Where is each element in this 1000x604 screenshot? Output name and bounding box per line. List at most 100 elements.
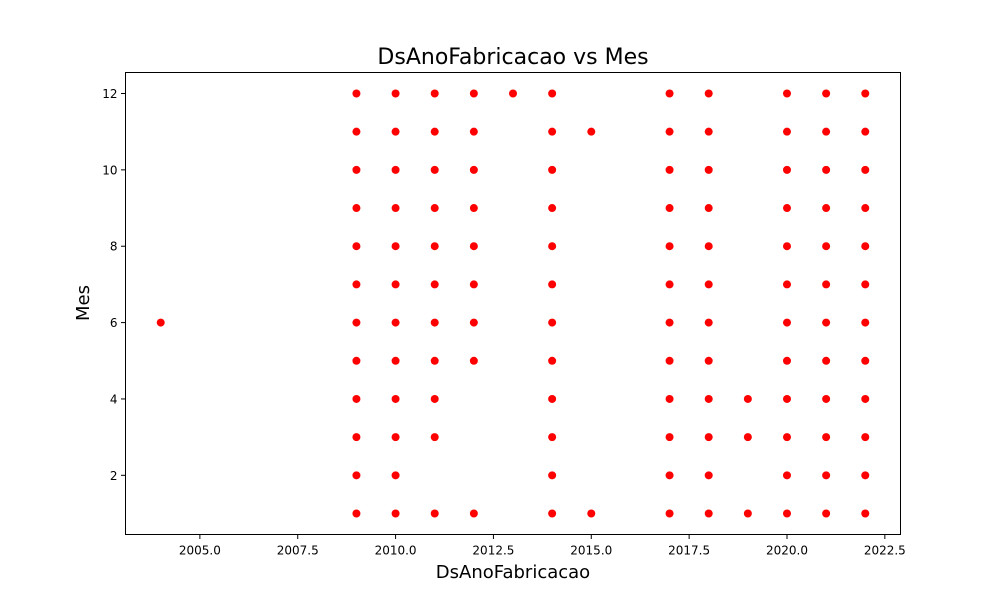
x-tick-label: 2010.0 xyxy=(375,544,417,558)
data-points xyxy=(156,89,870,518)
data-point xyxy=(822,394,831,403)
data-point xyxy=(782,280,791,289)
data-point xyxy=(352,318,361,327)
data-point xyxy=(469,356,478,365)
data-point xyxy=(430,280,439,289)
data-point xyxy=(704,242,713,251)
data-point xyxy=(665,165,674,174)
y-tick-label: 4 xyxy=(110,392,118,406)
data-point xyxy=(430,89,439,98)
data-point xyxy=(665,89,674,98)
data-point xyxy=(861,356,870,365)
data-point xyxy=(822,89,831,98)
data-point xyxy=(704,394,713,403)
data-point xyxy=(548,280,557,289)
data-point xyxy=(782,394,791,403)
data-point xyxy=(861,394,870,403)
data-point xyxy=(743,509,752,518)
data-point xyxy=(665,356,674,365)
data-point xyxy=(548,509,557,518)
data-point xyxy=(743,394,752,403)
y-axis-label: Mes xyxy=(73,285,94,321)
data-point xyxy=(861,433,870,442)
x-axis-label: DsAnoFabricacao xyxy=(436,562,590,583)
data-point xyxy=(391,242,400,251)
data-point xyxy=(430,433,439,442)
data-point xyxy=(548,356,557,365)
data-point xyxy=(665,318,674,327)
data-point xyxy=(861,165,870,174)
data-point xyxy=(587,127,596,136)
data-point xyxy=(509,89,517,98)
data-point xyxy=(352,165,361,174)
data-point xyxy=(665,394,674,403)
data-point xyxy=(548,394,557,403)
data-point xyxy=(430,204,439,213)
data-point xyxy=(861,318,870,327)
data-point xyxy=(665,471,674,480)
data-point xyxy=(469,280,478,289)
data-point xyxy=(548,471,557,480)
data-point xyxy=(548,433,557,442)
data-point xyxy=(822,127,831,136)
data-point xyxy=(430,394,439,403)
data-point xyxy=(822,318,831,327)
data-point xyxy=(430,356,439,365)
data-point xyxy=(782,242,791,251)
data-point xyxy=(822,242,831,251)
data-point xyxy=(861,204,870,213)
data-point xyxy=(704,127,713,136)
data-point xyxy=(861,280,870,289)
data-point xyxy=(782,509,791,518)
data-point xyxy=(782,356,791,365)
data-point xyxy=(469,89,478,98)
data-point xyxy=(352,509,361,518)
data-point xyxy=(782,318,791,327)
x-tick-label: 2017.5 xyxy=(668,544,710,558)
data-point xyxy=(548,165,557,174)
data-point xyxy=(548,204,557,213)
data-point xyxy=(861,471,870,480)
plot-frame xyxy=(125,72,901,535)
data-point xyxy=(391,471,400,480)
data-point xyxy=(822,509,831,518)
data-point xyxy=(469,165,478,174)
data-point xyxy=(352,471,361,480)
data-point xyxy=(704,280,713,289)
x-tick-label: 2015.0 xyxy=(570,544,612,558)
data-point xyxy=(548,242,557,251)
data-point xyxy=(352,433,361,442)
data-point xyxy=(704,356,713,365)
data-point xyxy=(469,509,478,518)
x-tick-label: 2007.5 xyxy=(277,544,319,558)
data-point xyxy=(352,356,361,365)
x-tick-label: 2005.0 xyxy=(179,544,221,558)
data-point xyxy=(548,318,557,327)
y-tick-label: 2 xyxy=(110,469,118,483)
data-point xyxy=(469,204,478,213)
y-tick-label: 10 xyxy=(102,163,117,177)
data-point xyxy=(665,433,674,442)
data-point xyxy=(352,127,361,136)
data-point xyxy=(430,165,439,174)
y-tick-label: 12 xyxy=(102,87,117,101)
data-point xyxy=(782,471,791,480)
data-point xyxy=(391,356,400,365)
data-point xyxy=(704,433,713,442)
data-point xyxy=(352,242,361,251)
data-point xyxy=(704,471,713,480)
data-point xyxy=(391,394,400,403)
data-point xyxy=(704,89,713,98)
data-point xyxy=(391,433,400,442)
data-point xyxy=(391,318,400,327)
data-point xyxy=(822,471,831,480)
data-point xyxy=(430,509,439,518)
data-point xyxy=(822,280,831,289)
data-point xyxy=(782,165,791,174)
data-point xyxy=(665,280,674,289)
data-point xyxy=(822,356,831,365)
data-point xyxy=(469,318,478,327)
